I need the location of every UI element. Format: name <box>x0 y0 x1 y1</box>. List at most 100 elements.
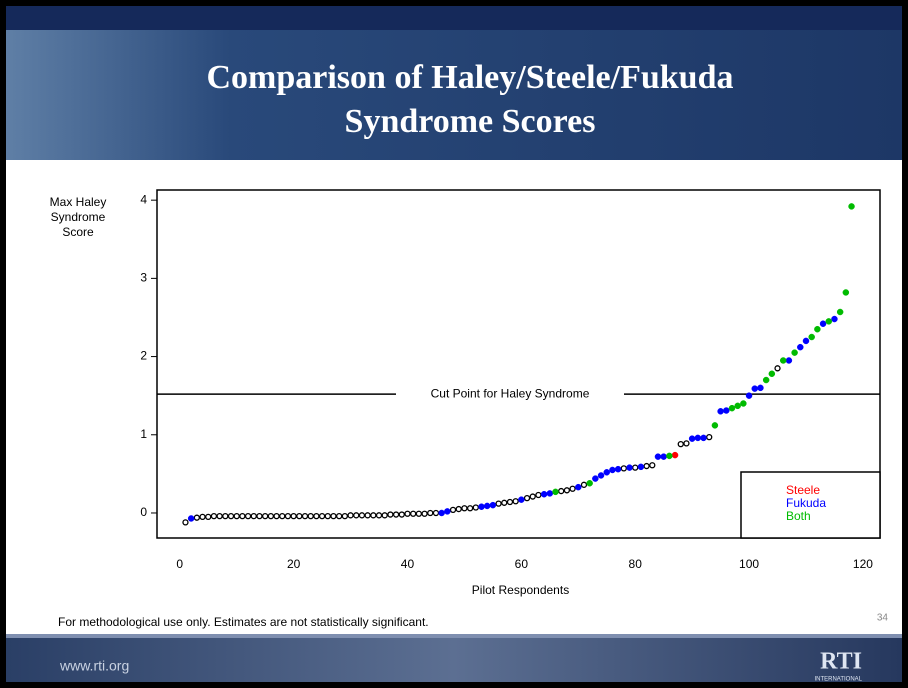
y-axis-label: Score <box>62 225 94 239</box>
point <box>375 512 383 519</box>
point <box>427 509 434 517</box>
point <box>358 512 366 519</box>
point <box>227 512 235 520</box>
point <box>540 490 548 498</box>
point <box>518 496 525 503</box>
point <box>233 512 240 520</box>
point <box>757 384 764 392</box>
point <box>825 318 833 325</box>
point <box>222 512 229 520</box>
point <box>802 337 810 345</box>
point <box>404 510 411 517</box>
point <box>523 494 531 502</box>
point <box>836 308 844 316</box>
legend-entry: Both <box>786 509 811 523</box>
x-tick-label: 120 <box>853 557 873 571</box>
point <box>398 511 405 518</box>
point <box>580 481 588 488</box>
point <box>677 441 684 448</box>
point <box>512 498 519 505</box>
point <box>723 407 730 414</box>
point <box>364 512 371 519</box>
point <box>603 469 610 476</box>
point <box>210 512 218 520</box>
point <box>421 510 428 517</box>
point <box>472 504 479 511</box>
point <box>819 320 827 327</box>
point <box>392 511 400 518</box>
url: www.rti.org <box>59 658 129 674</box>
point <box>626 464 633 471</box>
point <box>444 508 451 515</box>
point <box>387 511 394 518</box>
point <box>797 343 804 351</box>
header <box>6 6 902 160</box>
y-tick-label: 2 <box>140 349 147 363</box>
point <box>495 500 502 507</box>
point <box>791 349 798 356</box>
point <box>614 465 622 473</box>
point <box>353 512 360 519</box>
point <box>649 462 656 469</box>
legend-entry: Steele <box>786 483 820 497</box>
plot-frame <box>156 189 881 539</box>
point <box>688 435 696 442</box>
point <box>205 513 212 521</box>
point <box>279 512 286 520</box>
footnote: For methodological use only. Estimates a… <box>58 615 429 629</box>
point <box>706 433 713 441</box>
point <box>762 376 770 384</box>
point <box>483 502 491 510</box>
point <box>239 512 246 520</box>
point <box>267 512 275 520</box>
point <box>694 434 702 442</box>
point <box>455 505 462 513</box>
point <box>461 505 468 512</box>
point <box>569 485 576 492</box>
point <box>711 422 719 429</box>
point <box>637 463 645 471</box>
point <box>563 487 571 494</box>
point <box>779 357 787 364</box>
x-tick-label: 60 <box>515 557 529 571</box>
point <box>717 408 724 415</box>
point <box>751 385 759 392</box>
point <box>683 440 690 447</box>
point <box>700 434 707 442</box>
point <box>546 490 554 497</box>
point <box>666 452 673 460</box>
point <box>597 472 605 479</box>
cut-label-bg <box>396 386 624 403</box>
point <box>745 392 753 399</box>
point <box>814 325 821 333</box>
point <box>199 513 206 521</box>
logo-sub: INTERNATIONAL <box>814 677 862 683</box>
point <box>660 453 667 460</box>
point <box>592 475 599 482</box>
point <box>336 512 343 520</box>
footer <box>6 638 902 682</box>
point <box>740 400 747 407</box>
point <box>734 402 741 410</box>
y-tick-label: 3 <box>140 271 147 285</box>
point <box>256 512 263 520</box>
point <box>808 333 815 341</box>
point <box>324 512 331 520</box>
x-axis-label: Pilot Respondents <box>472 583 569 597</box>
point <box>501 499 508 506</box>
point <box>848 203 855 210</box>
y-tick-label: 4 <box>140 192 147 206</box>
point <box>609 466 616 474</box>
point <box>330 512 337 520</box>
point <box>654 453 662 460</box>
point <box>438 509 445 517</box>
page-number: 34 <box>877 613 889 624</box>
point <box>586 480 593 487</box>
point <box>290 512 297 520</box>
point <box>768 370 776 378</box>
x-tick-label: 100 <box>739 557 759 571</box>
x-tick-label: 20 <box>287 557 301 571</box>
point <box>301 512 309 520</box>
